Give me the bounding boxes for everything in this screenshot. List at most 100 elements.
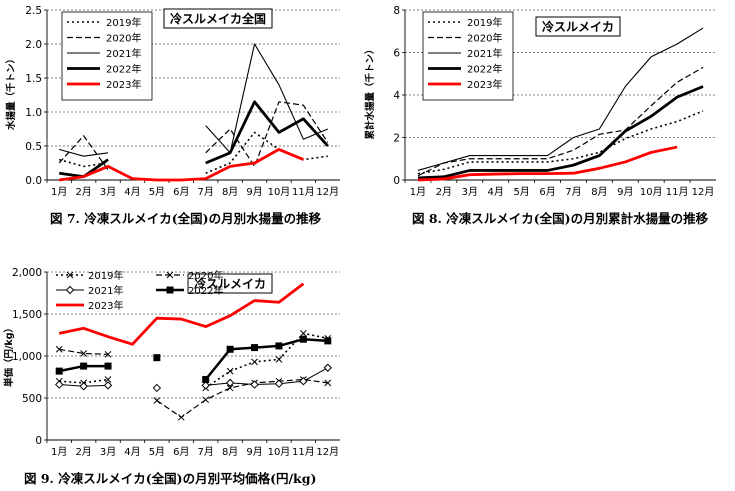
data-point bbox=[250, 380, 259, 389]
x-tick-label: 9月 bbox=[246, 446, 262, 458]
y-axis-label: 累計水揚量（千トン） bbox=[364, 44, 376, 139]
x-tick-label: 1月 bbox=[51, 446, 67, 458]
legend-label: 2020年 bbox=[106, 32, 141, 45]
series-line-2019年 bbox=[417, 110, 704, 175]
x-tick-label: 9月 bbox=[617, 186, 633, 198]
x-tick-label: 3月 bbox=[462, 186, 478, 198]
series-line-2023年 bbox=[417, 145, 678, 182]
y-tick-label: 2.5 bbox=[25, 5, 42, 17]
x-tick-label: 11月 bbox=[666, 186, 689, 198]
legend-label: 2019年 bbox=[88, 269, 123, 282]
x-tick-label: 3月 bbox=[100, 446, 116, 458]
legend-label: 2022年 bbox=[467, 63, 502, 76]
data-point bbox=[251, 358, 258, 366]
data-point bbox=[104, 350, 112, 358]
data-point bbox=[275, 356, 283, 363]
x-tick-label: 4月 bbox=[124, 446, 140, 458]
series-line-2022年 bbox=[204, 337, 328, 381]
series-line-2022年 bbox=[205, 100, 329, 165]
series-line-2021年 bbox=[205, 367, 329, 386]
legend-label: 2020年 bbox=[467, 32, 502, 45]
series-line-2022年 bbox=[417, 85, 704, 180]
caption-fig7: 図 7. 冷凍スルメイカ(全国)の月別水揚量の推移 bbox=[50, 211, 322, 226]
data-point bbox=[226, 367, 234, 375]
data-point bbox=[177, 413, 185, 421]
legend-marker bbox=[166, 271, 174, 279]
legend-label: 2020年 bbox=[188, 269, 223, 282]
data-point bbox=[55, 380, 64, 389]
y-tick-label: 0.5 bbox=[25, 141, 42, 153]
data-point bbox=[79, 382, 88, 391]
legend-label: 2023年 bbox=[106, 78, 141, 91]
x-tick-label: 8月 bbox=[591, 186, 607, 198]
series-line-2020年 bbox=[59, 348, 109, 355]
legend-label: 2022年 bbox=[106, 63, 141, 76]
x-tick-label: 5月 bbox=[513, 186, 529, 198]
series-line-2021年 bbox=[205, 43, 329, 154]
legend-label: 2021年 bbox=[467, 47, 502, 60]
legend-marker bbox=[66, 271, 74, 279]
x-tick-label: 10月 bbox=[268, 186, 291, 198]
data-point bbox=[300, 329, 307, 337]
legend-label: 2021年 bbox=[106, 47, 141, 60]
data-point bbox=[226, 345, 234, 353]
y-tick-label: 0 bbox=[35, 435, 42, 447]
data-point bbox=[201, 381, 210, 390]
series-line-2020年 bbox=[417, 66, 704, 177]
data-point bbox=[324, 379, 332, 387]
x-tick-label: 2月 bbox=[436, 186, 452, 198]
chart-title: 冷スルメイカ bbox=[194, 276, 266, 291]
legend-label: 2019年 bbox=[467, 16, 502, 29]
data-point bbox=[202, 396, 210, 404]
y-tick-label: 8 bbox=[393, 5, 400, 17]
data-point bbox=[324, 337, 332, 345]
data-point bbox=[104, 376, 112, 383]
y-tick-label: 2 bbox=[393, 133, 400, 145]
legend-marker bbox=[166, 286, 174, 294]
legend-label: 2022年 bbox=[188, 284, 223, 297]
data-point bbox=[152, 383, 162, 393]
data-point bbox=[153, 397, 161, 404]
y-tick-label: 1,500 bbox=[12, 309, 42, 321]
y-tick-label: 4 bbox=[393, 90, 400, 102]
x-tick-label: 1月 bbox=[51, 186, 67, 198]
series-line-2023年 bbox=[59, 147, 304, 182]
series-line-2020年 bbox=[156, 378, 328, 418]
data-point bbox=[299, 376, 308, 386]
data-point bbox=[202, 376, 210, 384]
y-axis-label: 水揚量（千トン） bbox=[5, 54, 17, 130]
x-tick-label: 5月 bbox=[149, 446, 165, 458]
x-tick-label: 6月 bbox=[539, 186, 555, 198]
series-line-2019年 bbox=[205, 131, 328, 174]
series-line-2020年 bbox=[58, 135, 109, 171]
series-line-2019年 bbox=[59, 378, 109, 384]
caption-fig9: 図 9. 冷凍スルメイカ(全国)の月別平均価格(円/kg) bbox=[24, 471, 317, 486]
x-tick-label: 12月 bbox=[316, 186, 339, 198]
x-tick-label: 2月 bbox=[75, 446, 91, 458]
y-axis-label: 単価（円/kg） bbox=[3, 323, 15, 387]
data-point bbox=[55, 345, 63, 353]
x-tick-label: 3月 bbox=[100, 186, 116, 198]
data-point bbox=[80, 362, 88, 370]
data-point bbox=[55, 367, 63, 375]
legend-label: 2021年 bbox=[88, 284, 123, 297]
x-tick-label: 5月 bbox=[149, 186, 165, 198]
series-line-2021年 bbox=[417, 27, 704, 171]
data-point bbox=[225, 378, 235, 388]
y-tick-label: 500 bbox=[22, 393, 42, 405]
data-point bbox=[103, 381, 113, 390]
data-point bbox=[226, 384, 234, 392]
legend-label: 2023年 bbox=[467, 78, 502, 91]
y-tick-label: 1,000 bbox=[12, 351, 42, 363]
series-line-2021年 bbox=[59, 148, 109, 157]
legend-label: 2019年 bbox=[106, 16, 141, 29]
x-tick-label: 7月 bbox=[198, 446, 214, 458]
x-tick-label: 7月 bbox=[198, 186, 214, 198]
legend-marker bbox=[65, 285, 75, 295]
x-tick-label: 8月 bbox=[222, 446, 238, 458]
caption-fig8: 図 8. 冷凍スルメイカ(全国)の月別累計水揚量の推移 bbox=[412, 211, 709, 226]
x-tick-label: 10月 bbox=[268, 446, 291, 458]
legend-label: 2023年 bbox=[88, 299, 123, 312]
chart-title: 冷スルメイカ bbox=[542, 19, 614, 34]
x-tick-label: 9月 bbox=[246, 186, 262, 198]
